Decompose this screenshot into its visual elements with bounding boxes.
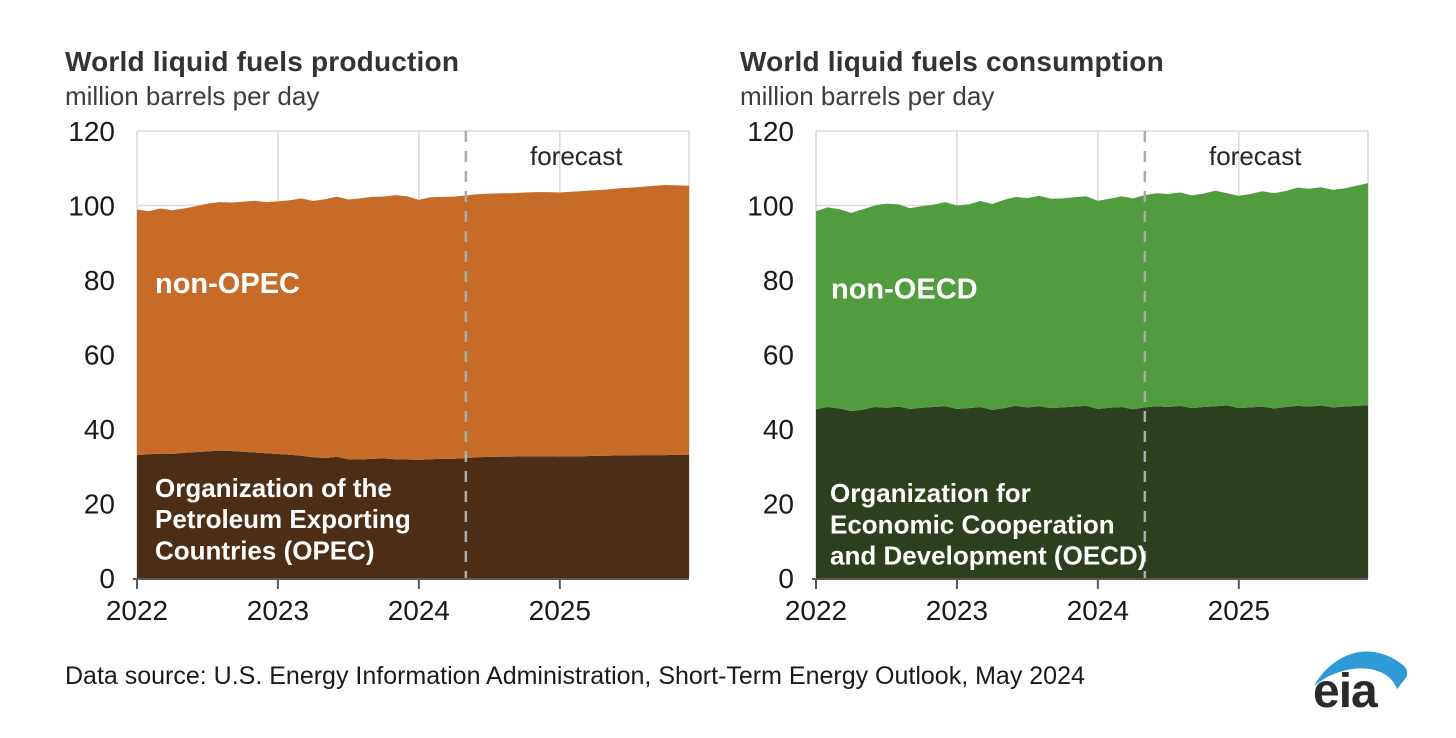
non-opec-area [137,185,689,460]
y-tick-label: 100 [747,191,794,222]
data-source-note: Data source: U.S. Energy Information Adm… [65,662,1085,690]
forecast-label: forecast [530,141,623,171]
eia-logo-text: eia [1313,665,1378,712]
y-tick-label: 40 [763,414,794,445]
y-tick-label: 0 [778,563,794,594]
production-stacked-area-chart: 2022 2023 2024 2025 0 20 40 60 80 100 120 forecast n… [68,118,690,626]
y-tick-label: 100 [68,191,115,222]
non-oecd-label: non-OECD [831,274,978,306]
production-chart-title: World liquid fuels production [65,46,460,77]
non-oecd-area [816,183,1368,412]
consumption-chart-title: World liquid fuels consumption [740,46,1164,77]
non-opec-label: non-OPEC [155,268,300,300]
svg-text:Petroleum Exporting: Petroleum Exporting [155,504,411,534]
svg-text:and Development (OECD): and Development (OECD) [830,541,1146,571]
svg-text:Countries (OPEC): Countries (OPEC) [155,535,375,565]
y-tick-label: 80 [763,265,794,296]
consumption-chart-subtitle: million barrels per day [740,81,995,111]
svg-text:Organization for: Organization for [830,478,1031,508]
x-axis [133,578,689,589]
x-tick-label: 2022 [785,595,847,626]
svg-text:Economic Cooperation: Economic Cooperation [830,509,1115,539]
eia-logo-swoosh-icon [1314,651,1408,689]
x-tick-label: 2024 [1067,595,1129,626]
opec-area [137,450,689,578]
svg-text:Organization of the: Organization of the [155,473,392,503]
y-tick-label: 60 [84,340,115,371]
y-tick-label: 20 [763,489,794,520]
x-axis [812,578,1368,589]
eia-logo: eia [1313,651,1408,712]
y-tick-label: 40 [84,414,115,445]
y-tick-label: 120 [747,118,794,147]
y-tick-label: 60 [763,340,794,371]
x-tick-label: 2023 [926,595,988,626]
y-tick-label: 80 [84,265,115,296]
x-tick-label: 2022 [106,595,168,626]
forecast-label: forecast [1209,141,1302,171]
x-tick-label: 2025 [1208,595,1270,626]
oecd-area [816,405,1368,578]
x-tick-label: 2023 [247,595,309,626]
y-tick-label: 120 [68,118,115,147]
consumption-stacked-area-chart: 2022 2023 2024 2025 0 20 40 60 80 100 120 forecast n… [747,118,1369,626]
x-tick-label: 2024 [388,595,450,626]
y-tick-label: 20 [84,489,115,520]
y-tick-label: 0 [99,563,115,594]
production-chart-subtitle: million barrels per day [65,81,320,111]
x-tick-label: 2025 [529,595,591,626]
